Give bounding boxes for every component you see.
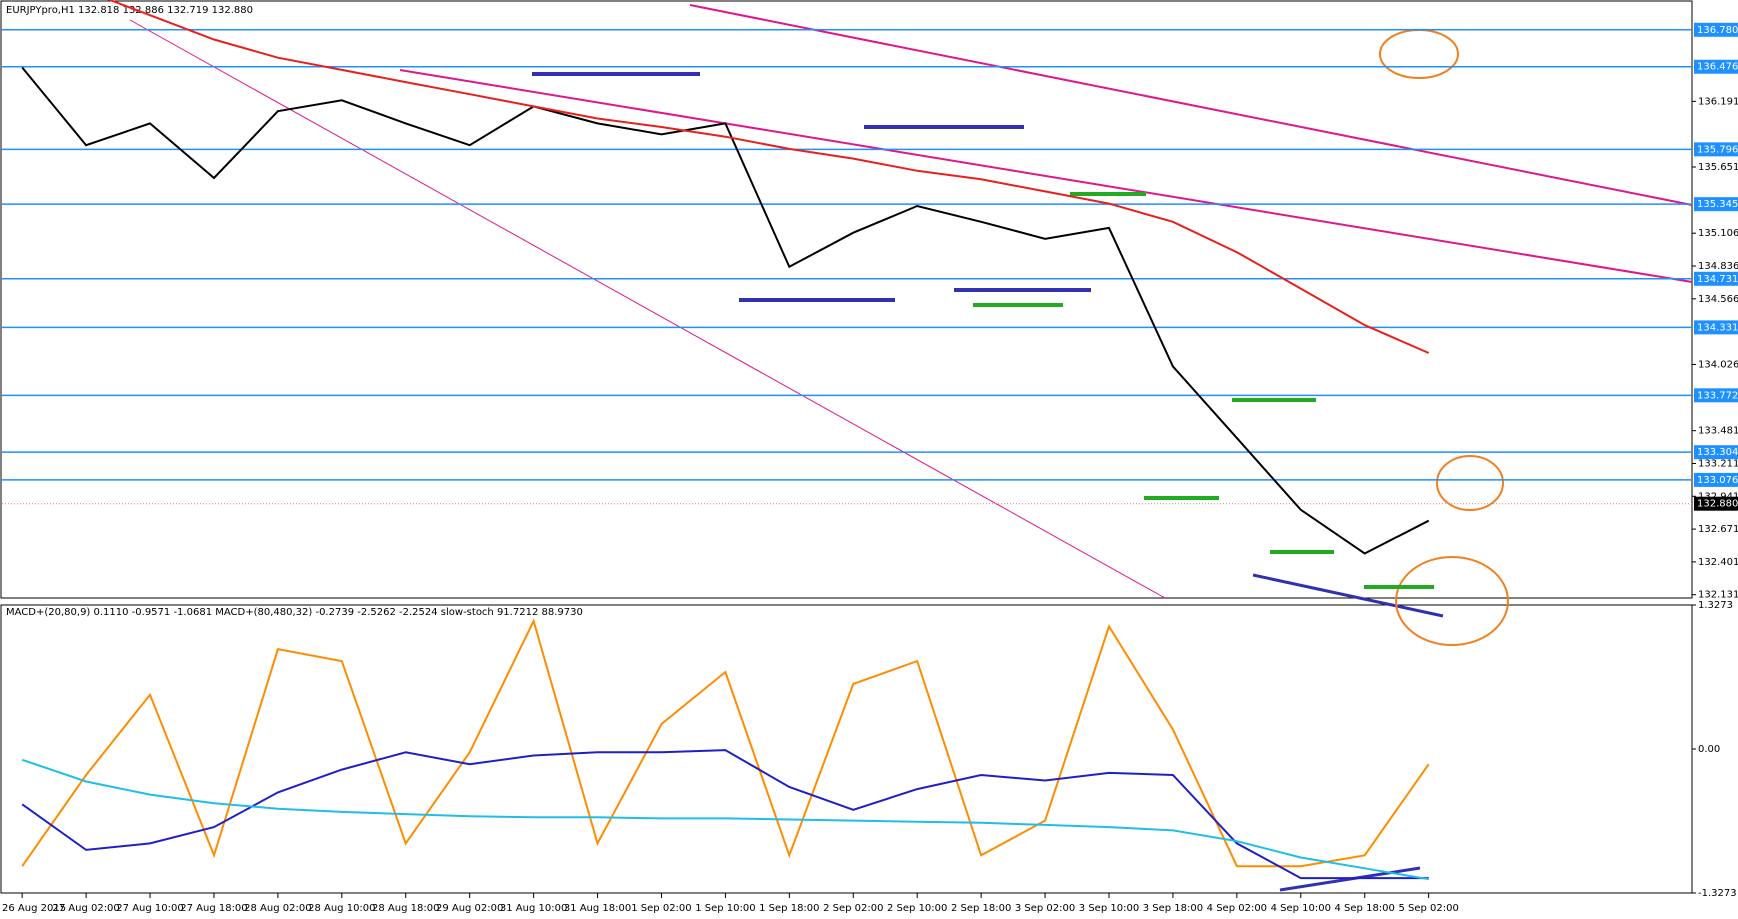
x-tick-label: 26 Aug 2015: [2, 903, 66, 914]
y-tick-label: 1.3273: [1698, 600, 1733, 611]
level-tag: [1694, 320, 1738, 335]
x-tick-label: 28 Aug 02:00: [244, 903, 311, 914]
x-tick-label: 29 Aug 02:00: [436, 903, 503, 914]
last-price-label: 132.880: [1697, 499, 1738, 510]
y-tick-label: 132.131: [1698, 590, 1738, 601]
series-line: [21, 618, 1430, 868]
x-tick-label: 27 Aug 10:00: [116, 903, 183, 914]
level-label: 133.304: [1697, 447, 1738, 458]
trend-line: [1252, 573, 1444, 618]
series-line: [21, 66, 1430, 555]
x-tick-label: 5 Sep 02:00: [1398, 903, 1458, 914]
level-tag: [1694, 271, 1738, 286]
x-tick-label: 28 Aug 18:00: [372, 903, 439, 914]
y-tick-label: -1.3273: [1698, 888, 1737, 899]
level-label: 134.331: [1697, 322, 1738, 333]
x-tick-label: 4 Sep 18:00: [1335, 903, 1395, 914]
level-label: 134.731: [1697, 274, 1738, 285]
level-tag: [1694, 388, 1738, 403]
y-tick-label: 134.566: [1698, 294, 1738, 305]
level-tag: [1694, 59, 1738, 74]
x-tick-label: 4 Sep 10:00: [1271, 903, 1331, 914]
last-price-tag: [1694, 496, 1738, 511]
level-tag: [1694, 22, 1738, 37]
series-line: [21, 749, 1429, 880]
y-tick-label: 136.191: [1698, 96, 1738, 107]
x-tick-label: 3 Sep 18:00: [1143, 903, 1203, 914]
y-tick-label: 134.026: [1698, 359, 1738, 370]
level-label: 135.345: [1697, 199, 1738, 210]
annotation-circle: [1395, 556, 1509, 646]
level-label: 136.780: [1697, 25, 1738, 36]
level-tag: [1694, 197, 1738, 212]
level-tag: [1694, 472, 1738, 487]
series-line: [107, 0, 1430, 354]
price-panel-frame: [0, 0, 1693, 599]
x-tick-label: 1 Sep 18:00: [759, 903, 819, 914]
y-tick-label: 0.00: [1698, 744, 1720, 755]
x-tick-label: 1 Sep 02:00: [631, 903, 691, 914]
trend-line: [129, 19, 1166, 599]
x-tick-label: 2 Sep 10:00: [887, 903, 947, 914]
x-tick-label: 2 Sep 02:00: [823, 903, 883, 914]
y-tick-label: 132.401: [1698, 557, 1738, 568]
y-tick-label: 135.106: [1698, 228, 1738, 239]
level-label: 136.476: [1697, 62, 1738, 73]
annotation-circle: [1436, 455, 1504, 511]
x-tick-label: 1 Sep 10:00: [695, 903, 755, 914]
x-tick-label: 31 Aug 10:00: [500, 903, 567, 914]
x-tick-label: 3 Sep 10:00: [1079, 903, 1139, 914]
level-label: 133.076: [1697, 475, 1738, 486]
y-tick-label: 134.836: [1698, 261, 1738, 272]
level-label: 133.772: [1697, 390, 1738, 401]
y-tick-label: 133.481: [1698, 426, 1738, 437]
y-tick-label: 135.651: [1698, 162, 1738, 173]
trend-line: [399, 69, 1693, 283]
x-tick-label: 28 Aug 10:00: [308, 903, 375, 914]
indicator-header: MACD+(20,80,9) 0.1110 -0.9571 -1.0681 MA…: [6, 607, 583, 618]
y-tick-label: 132.671: [1698, 524, 1738, 535]
support-marks: [532, 72, 1434, 589]
y-tick-label: 133.211: [1698, 458, 1738, 469]
x-tick-label: 31 Aug 18:00: [564, 903, 631, 914]
level-tag: [1694, 142, 1738, 157]
x-tick-label: 27 Aug 18:00: [180, 903, 247, 914]
trend-line: [689, 4, 1693, 206]
level-label: 135.796: [1697, 144, 1738, 155]
level-tag: [1694, 445, 1738, 460]
symbol-header: EURJPYpro,H1 132.818 132.886 132.719 132…: [6, 5, 253, 16]
series-line: [21, 758, 1429, 881]
x-tick-label: 4 Sep 02:00: [1207, 903, 1267, 914]
x-tick-label: 2 Sep 18:00: [951, 903, 1011, 914]
x-tick-label: 27 Aug 02:00: [52, 903, 119, 914]
x-tick-label: 3 Sep 02:00: [1015, 903, 1075, 914]
